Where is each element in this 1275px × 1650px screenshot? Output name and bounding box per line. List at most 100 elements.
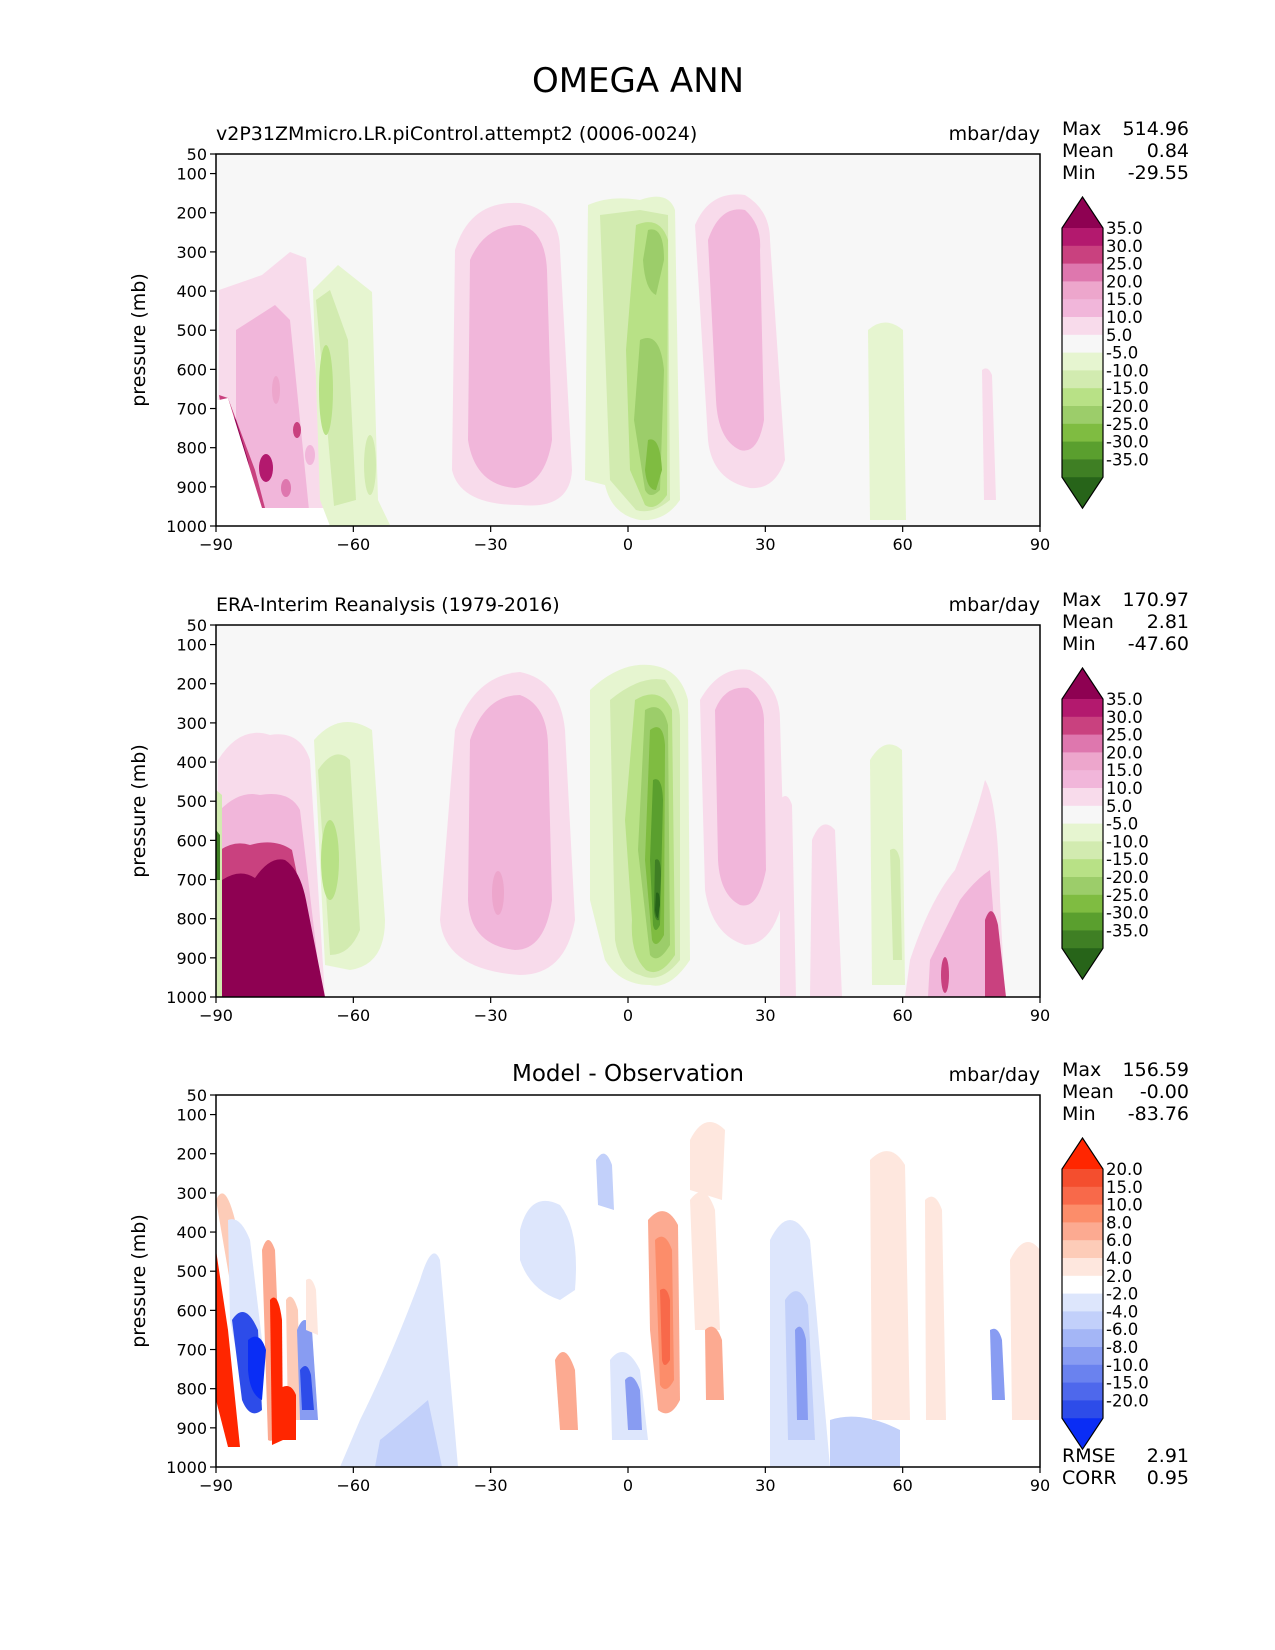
contour-region bbox=[305, 445, 315, 465]
colorbar-label: -30.0 bbox=[1106, 433, 1149, 452]
colorbar-label: 35.0 bbox=[1106, 690, 1143, 709]
contour-region bbox=[690, 1192, 720, 1330]
contour-region bbox=[830, 1416, 900, 1467]
contour-region bbox=[690, 1122, 725, 1200]
x-tick-label: 60 bbox=[892, 1476, 912, 1495]
contour-region bbox=[596, 1153, 614, 1210]
colorbar-segment bbox=[1062, 1186, 1103, 1206]
colorbar-segment bbox=[1062, 1382, 1103, 1401]
y-tick-label: 500 bbox=[176, 1262, 207, 1281]
contour-region bbox=[300, 1366, 314, 1410]
x-tick-label: 30 bbox=[755, 1006, 775, 1025]
y-axis-label: pressure (mb) bbox=[128, 273, 150, 407]
x-tick-label: 30 bbox=[755, 1476, 775, 1495]
x-tick-label: 90 bbox=[1030, 1476, 1050, 1495]
y-tick-label: 400 bbox=[176, 282, 207, 301]
colorbar-outline bbox=[1061, 666, 1104, 981]
y-tick-label: 50 bbox=[187, 1086, 207, 1105]
metric-rmse-value: 2.91 bbox=[1147, 1445, 1189, 1467]
contour-region bbox=[868, 322, 906, 520]
contour-field bbox=[216, 664, 1006, 997]
stat-min-value: -47.60 bbox=[1128, 633, 1189, 655]
contour-region bbox=[278, 1386, 296, 1440]
contour-region bbox=[321, 820, 339, 900]
stats-block: Max 156.59 Mean -0.00 Min -83.76 bbox=[1062, 1059, 1189, 1125]
units-label: mbar/day bbox=[949, 1064, 1040, 1086]
terrain-mask bbox=[216, 1447, 328, 1467]
contour-region bbox=[715, 687, 766, 906]
panel-observation: ERA-Interim Reanalysis (1979-2016) mbar/… bbox=[128, 589, 1189, 1025]
contour-region bbox=[985, 911, 1006, 997]
stat-max-value: 514.96 bbox=[1123, 118, 1189, 140]
colorbar-segment bbox=[1062, 699, 1103, 718]
stat-max-label: Max bbox=[1062, 589, 1101, 611]
colorbar-segment bbox=[1062, 370, 1103, 389]
contour-region bbox=[941, 957, 949, 993]
x-tick-label: 30 bbox=[755, 535, 775, 554]
contour-region bbox=[248, 1336, 266, 1400]
y-tick-label: 1000 bbox=[166, 1458, 207, 1477]
contour-region bbox=[216, 1400, 228, 1447]
x-tick-label: 0 bbox=[623, 1006, 633, 1025]
units-label: mbar/day bbox=[949, 594, 1040, 616]
contour-region bbox=[982, 368, 996, 500]
x-tick-label: −30 bbox=[474, 535, 508, 554]
panel-title: ERA-Interim Reanalysis (1979-2016) bbox=[216, 594, 560, 616]
colorbar-segment bbox=[1062, 1204, 1103, 1223]
y-tick-label: 300 bbox=[176, 243, 207, 262]
x-tick-label: 90 bbox=[1030, 535, 1050, 554]
x-tick-label: −90 bbox=[199, 1006, 233, 1025]
y-tick-label: 300 bbox=[176, 1184, 207, 1203]
stat-max-value: 156.59 bbox=[1123, 1059, 1189, 1081]
y-tick-label: 900 bbox=[176, 949, 207, 968]
stat-min-label: Min bbox=[1062, 1103, 1096, 1125]
contour-region bbox=[492, 871, 504, 915]
contour-region bbox=[319, 345, 333, 435]
colorbar-segment bbox=[1062, 823, 1103, 842]
stats-block: Max 170.97 Mean 2.81 Min -47.60 bbox=[1062, 589, 1189, 655]
contour-region bbox=[216, 1250, 240, 1447]
x-tick-label: −30 bbox=[474, 1476, 508, 1495]
colorbar-label: 25.0 bbox=[1106, 726, 1143, 745]
colorbar-label: 10.0 bbox=[1106, 1196, 1143, 1215]
colorbar-label: 20.0 bbox=[1106, 743, 1143, 762]
colorbar-extend-min bbox=[1062, 1418, 1103, 1450]
y-tick-label: 800 bbox=[176, 1380, 207, 1399]
stat-min-value: -29.55 bbox=[1128, 162, 1189, 184]
colorbar-label: -25.0 bbox=[1106, 886, 1149, 905]
y-tick-label: 600 bbox=[176, 1301, 207, 1320]
colorbar-segment bbox=[1062, 1311, 1103, 1330]
colorbar-label: -35.0 bbox=[1106, 921, 1149, 940]
x-tick-label: 60 bbox=[892, 535, 912, 554]
contour-region bbox=[364, 435, 376, 495]
colorbar-segment bbox=[1062, 281, 1103, 300]
contour-field bbox=[216, 1122, 1040, 1467]
contour-region bbox=[293, 422, 301, 438]
colorbar-outline bbox=[1061, 195, 1104, 510]
colorbar-segment bbox=[1062, 1400, 1103, 1419]
colorbar-extend-max bbox=[1062, 1138, 1103, 1169]
colorbar-label: -20.0 bbox=[1106, 1391, 1149, 1410]
colorbar-label: -35.0 bbox=[1106, 450, 1149, 469]
colorbar-segment bbox=[1062, 1293, 1103, 1312]
stat-max-value: 170.97 bbox=[1123, 589, 1189, 611]
colorbar-segment bbox=[1062, 1275, 1103, 1295]
colorbar-label: 10.0 bbox=[1106, 308, 1143, 327]
colorbar-segment bbox=[1062, 441, 1103, 460]
terrain-mask bbox=[216, 398, 378, 526]
colorbar-segment bbox=[1062, 263, 1103, 282]
panel-difference: Model - Observation mbar/day Max 156.59 … bbox=[128, 1059, 1189, 1495]
colorbar-segment bbox=[1062, 1222, 1103, 1241]
colorbar-segment bbox=[1062, 317, 1103, 336]
metric-corr-label: CORR bbox=[1062, 1467, 1117, 1489]
y-tick-label: 1000 bbox=[166, 517, 207, 536]
colorbar-segment bbox=[1062, 459, 1103, 478]
colorbar-segment bbox=[1062, 1364, 1103, 1384]
x-axis: −90 −60 −30 0 30 60 90 bbox=[199, 997, 1050, 1025]
colorbar-label: 15.0 bbox=[1106, 1178, 1143, 1197]
colorbar-segment bbox=[1062, 1240, 1103, 1259]
contour-region bbox=[216, 830, 220, 880]
colorbar-segment bbox=[1062, 423, 1103, 443]
